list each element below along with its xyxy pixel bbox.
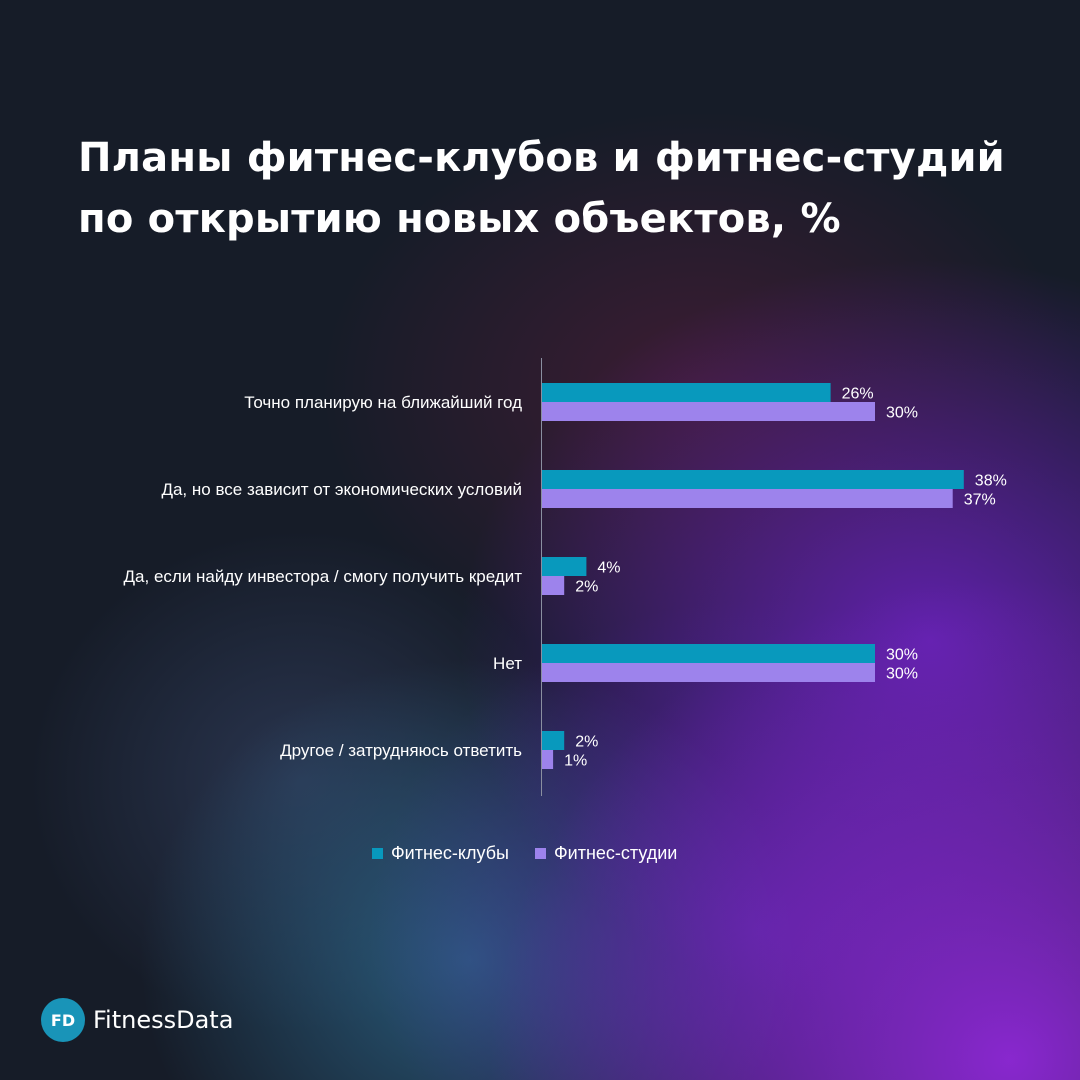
data-label-studios: 2% <box>575 579 598 596</box>
bar-clubs <box>542 383 831 402</box>
chart-legend: Фитнес-клубы Фитнес-студии <box>372 843 703 864</box>
legend-label-studios: Фитнес-студии <box>553 843 678 863</box>
brand-badge-icon: FD <box>41 998 85 1042</box>
bar-clubs <box>542 731 565 750</box>
category-label: Да, но все зависит от экономических усло… <box>161 480 522 499</box>
data-label-studios: 30% <box>886 666 918 683</box>
data-label-clubs: 2% <box>575 734 598 751</box>
bar-studios <box>542 576 565 595</box>
legend-item-clubs: Фитнес-клубы <box>372 843 509 864</box>
brand-name: FitnessData <box>93 1006 234 1034</box>
data-label-studios: 1% <box>564 753 587 770</box>
category-label: Точно планирую на ближайший год <box>244 393 522 412</box>
bar-studios <box>542 402 875 421</box>
data-label-clubs: 26% <box>842 386 874 403</box>
bar-clubs <box>542 557 587 576</box>
legend-swatch-studios <box>534 848 546 859</box>
data-label-studios: 30% <box>886 405 918 422</box>
brand-logo: FD FitnessData <box>41 998 233 1042</box>
bar-studios <box>542 489 953 508</box>
legend-label-clubs: Фитнес-клубы <box>391 843 509 863</box>
category-label: Другое / затрудняюсь ответить <box>280 741 522 760</box>
category-label: Да, если найду инвестора / смогу получит… <box>124 567 523 586</box>
chart-marks: Точно планирую на ближайший год 26% 30% Да,… <box>124 383 1007 770</box>
legend-swatch-clubs <box>372 848 383 859</box>
data-label-clubs: 38% <box>975 473 1007 490</box>
legend-item-studios: Фитнес-студии <box>534 843 678 864</box>
bar-studios <box>542 663 875 682</box>
chart-title: Планы фитнес-клубов и фитнес-студий по о… <box>78 128 1038 250</box>
chart-title-line-2: по открытию новых объектов, % <box>78 196 841 242</box>
data-label-clubs: 4% <box>597 560 620 577</box>
bar-studios <box>542 750 554 769</box>
chart-title-line-1: Планы фитнес-клубов и фитнес-студий <box>78 135 1005 181</box>
data-label-clubs: 30% <box>886 647 918 664</box>
bar-clubs <box>542 470 964 489</box>
data-label-studios: 37% <box>964 492 996 509</box>
bar-chart: Точно планирую на ближайший год 26% 30% Да,… <box>124 358 1007 796</box>
bar-clubs <box>542 644 875 663</box>
category-label: Нет <box>493 654 522 673</box>
